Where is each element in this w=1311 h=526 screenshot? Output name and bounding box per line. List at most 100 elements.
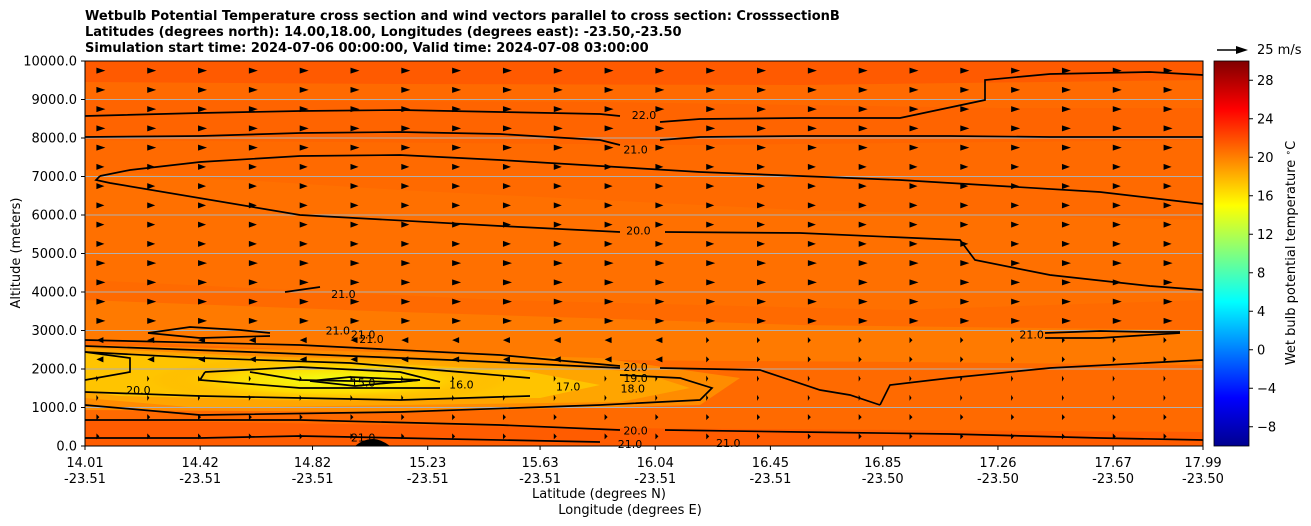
wind-arrow xyxy=(147,183,156,190)
wind-arrow xyxy=(1061,375,1064,382)
x-tick-label-lat: 15.63 xyxy=(521,456,558,471)
colorbar-tick-label: 28 xyxy=(1257,74,1274,89)
wind-reference-arrow xyxy=(1217,46,1248,54)
wind-arrow xyxy=(452,106,462,113)
wind-arrow xyxy=(350,202,359,209)
wind-arrow xyxy=(1112,279,1122,286)
wind-arrow xyxy=(198,298,208,305)
wind-arrow xyxy=(655,125,665,132)
wind-arrow xyxy=(1011,414,1015,421)
wind-arrow xyxy=(960,394,963,401)
wind-arrow xyxy=(706,433,710,440)
wind-arrow xyxy=(299,125,309,132)
wind-arrow xyxy=(401,337,409,344)
wind-arrow xyxy=(96,86,106,93)
wind-arrow xyxy=(604,125,614,132)
wind-arrow xyxy=(909,67,919,74)
contour-line xyxy=(94,175,621,233)
wind-arrow xyxy=(401,125,411,132)
x-tick-label-lat: 17.67 xyxy=(1095,456,1132,471)
wind-arrow xyxy=(248,106,258,113)
colorbar-tick-label: 24 xyxy=(1257,112,1274,127)
wind-arrow xyxy=(248,279,258,286)
wind-arrow xyxy=(604,202,613,209)
contour-label: 21.0 xyxy=(1019,328,1044,341)
wind-arrow xyxy=(1163,356,1167,363)
wind-arrow xyxy=(299,221,308,228)
contour-line xyxy=(147,326,271,334)
wind-arrow xyxy=(960,221,969,228)
wind-arrow xyxy=(248,337,256,344)
x-tick-label-lon: -23.50 xyxy=(1092,472,1134,487)
wind-arrow xyxy=(452,221,461,228)
wind-arrow xyxy=(1061,298,1071,305)
wind-arrow xyxy=(198,202,207,209)
wind-arrow xyxy=(502,240,511,247)
wind-arrow xyxy=(452,394,455,401)
wind-arrow xyxy=(706,414,710,421)
wind-arrow xyxy=(553,375,556,382)
wind-arrow xyxy=(1163,337,1167,344)
wind-arrow xyxy=(1163,298,1173,305)
wind-arrow xyxy=(655,144,665,151)
wind-arrow xyxy=(757,240,766,247)
wind-arrow xyxy=(1112,317,1122,324)
wind-arrow xyxy=(350,221,359,228)
wind-arrow xyxy=(502,202,511,209)
x-tick-label-lon: -23.50 xyxy=(1182,472,1224,487)
wind-arrow xyxy=(706,240,715,247)
wind-arrow xyxy=(757,202,766,209)
contour-label: 21.0 xyxy=(351,432,376,445)
wind-arrow xyxy=(147,279,157,286)
wind-arrow xyxy=(198,125,208,132)
wind-arrow xyxy=(248,86,258,93)
wind-arrow xyxy=(858,433,862,440)
wind-arrow xyxy=(807,221,816,228)
wind-arrow xyxy=(909,163,918,170)
wind-arrow xyxy=(198,337,206,344)
wind-arrow xyxy=(706,317,716,324)
wind-arrow xyxy=(248,144,258,151)
wind-arrow xyxy=(1163,317,1173,324)
contour-label: 21.0 xyxy=(716,437,741,450)
wind-arrow xyxy=(1112,106,1122,113)
x-tick-label-lon: -23.51 xyxy=(179,472,221,487)
wind-arrow xyxy=(401,317,411,324)
contour-label: 15.0 xyxy=(351,376,376,389)
wind-arrow xyxy=(350,86,360,93)
y-tick-label: 5000.0 xyxy=(32,247,78,262)
wind-arrow xyxy=(807,414,811,421)
wind-arrow xyxy=(350,337,358,344)
wind-arrow xyxy=(858,240,867,247)
wind-arrow xyxy=(502,394,505,401)
wind-arrow xyxy=(960,183,969,190)
wind-arrow xyxy=(350,144,360,151)
wind-arrow xyxy=(198,260,208,267)
wind-arrow xyxy=(706,221,715,228)
wind-arrow xyxy=(655,394,658,401)
wind-arrow xyxy=(553,221,562,228)
wind-arrow xyxy=(350,183,359,190)
wind-arrow xyxy=(655,221,664,228)
wind-arrow xyxy=(1061,356,1065,363)
wind-arrow xyxy=(706,163,715,170)
wind-arrow xyxy=(299,317,309,324)
wind-arrow xyxy=(1112,414,1116,421)
wind-arrow xyxy=(1061,183,1070,190)
wind-arrow xyxy=(757,375,760,382)
wind-arrow xyxy=(1011,163,1020,170)
wind-arrow xyxy=(960,106,970,113)
wind-arrow xyxy=(147,337,155,344)
wind-arrow xyxy=(1011,279,1021,286)
wind-arrow xyxy=(706,183,715,190)
y-tick-label: 3000.0 xyxy=(32,324,78,339)
wind-arrow xyxy=(350,375,353,382)
wind-arrow xyxy=(1011,394,1014,401)
contour-line xyxy=(99,154,1203,205)
wind-arrow xyxy=(1061,317,1071,324)
wind-arrow xyxy=(1163,433,1167,440)
degree-sign: ∘ xyxy=(1284,150,1294,156)
contour-label: 20.0 xyxy=(626,224,651,237)
y-tick-label: 9000.0 xyxy=(32,93,78,108)
wind-arrow xyxy=(909,183,918,190)
